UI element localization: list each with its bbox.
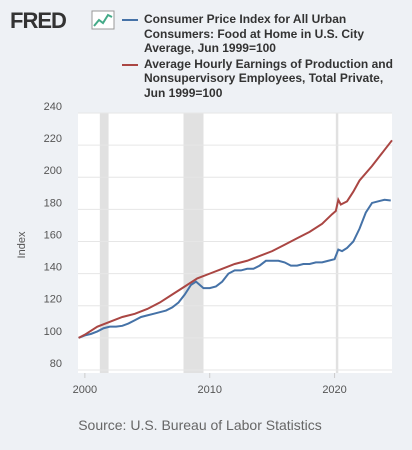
plot-area	[78, 113, 392, 373]
x-tick-label: 2000	[73, 384, 97, 396]
y-tick-label: 140	[44, 262, 62, 274]
y-axis-label: Index	[16, 231, 28, 258]
y-tick-label: 120	[44, 294, 62, 306]
recession-band	[183, 113, 204, 373]
logo-icon	[91, 10, 115, 30]
series-line	[78, 198, 391, 339]
logo-icon-line	[93, 13, 113, 27]
legend-swatch	[122, 19, 138, 21]
recession-band	[99, 113, 109, 373]
y-tick-label: 180	[44, 197, 62, 209]
logo: FRED	[10, 8, 67, 33]
recession-band	[335, 113, 339, 373]
y-tick-label: 240	[44, 101, 62, 113]
y-tick-label: 220	[44, 133, 62, 145]
x-tick-label: 2020	[322, 384, 346, 396]
legend-entry: Average Hourly Earnings of Production an…	[122, 57, 402, 101]
legend: Consumer Price Index for All Urban Consu…	[122, 12, 402, 101]
x-tick-label: 2010	[197, 384, 221, 396]
y-tick-label: 160	[44, 229, 62, 241]
legend-swatch	[122, 63, 138, 66]
y-tick-label: 100	[44, 326, 62, 338]
y-tick-label: 200	[44, 165, 62, 177]
source: Source: U.S. Bureau of Labor Statistics	[78, 417, 322, 433]
legend-label: Consumer Price Index for All Urban Consu…	[144, 12, 365, 55]
legend-entry: Consumer Price Index for All Urban Consu…	[122, 12, 402, 56]
series-line	[78, 139, 393, 339]
y-tick-label: 80	[50, 358, 62, 370]
legend-label: Average Hourly Earnings of Production an…	[144, 56, 393, 100]
